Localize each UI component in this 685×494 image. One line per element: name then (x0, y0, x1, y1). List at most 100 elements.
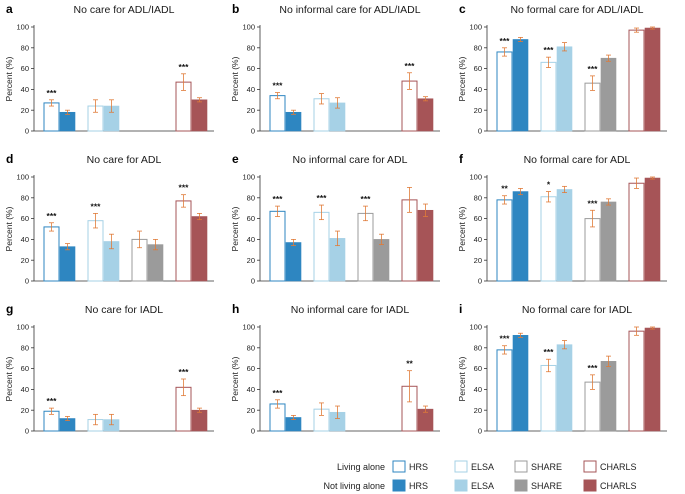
bar-hrs-living-alone (269, 95, 286, 132)
panel-c: c No formal care for ADL/IADL 0 20 40 60 80 100… (457, 2, 667, 136)
y-tick-label: 80 (474, 43, 482, 52)
y-tick-label: 40 (21, 85, 29, 94)
y-tick-label: 80 (21, 193, 29, 202)
legend-item-label: HRS (409, 481, 428, 491)
panel-label: b (232, 2, 239, 16)
bar-hrs-not-living-alone (512, 335, 529, 432)
y-tick-label: 0 (251, 427, 255, 436)
panel-title: No formal care for ADL (524, 154, 631, 166)
y-tick-label: 100 (469, 323, 482, 332)
y-axis-label: Percent (%) (457, 356, 467, 401)
panel-d: d No care for ADL 0 20 40 60 80 100 Percent (%) *… (4, 152, 214, 286)
significance-marker: *** (47, 88, 58, 98)
bar-hrs-living-alone (269, 210, 286, 282)
bar-share-not-living-alone (600, 361, 617, 432)
panel-label: h (232, 302, 239, 316)
significance-marker: *** (361, 194, 372, 204)
bar-hrs-living-alone (43, 102, 60, 132)
panel-f: f No formal care for ADL 0 20 40 60 80 100 Perce… (457, 152, 667, 286)
y-tick-label: 20 (247, 256, 255, 265)
panel-label: a (6, 2, 13, 16)
panel-title: No informal care for ADL (293, 154, 408, 166)
bar-charls-not-living-alone (191, 409, 208, 432)
y-tick-label: 20 (474, 406, 482, 415)
y-axis-label: Percent (%) (4, 56, 14, 101)
bar-elsa-living-alone (540, 61, 557, 132)
y-axis-label: Percent (%) (230, 206, 240, 251)
significance-marker: *** (405, 61, 416, 71)
legend-swatch-elsa (454, 460, 468, 473)
legend-row-label: Living alone (337, 462, 385, 472)
significance-marker: *** (47, 396, 58, 406)
y-tick-label: 100 (16, 323, 29, 332)
significance-marker: *** (179, 62, 190, 72)
legend-item-label: CHARLS (600, 462, 637, 472)
bar-hrs-living-alone (496, 199, 513, 282)
y-tick-label: 40 (21, 235, 29, 244)
legend: Living alone HRS ELSA SHARE CHARLS Not living… (323, 460, 637, 492)
bar-hrs-not-living-alone (512, 191, 529, 282)
bar-charls-not-living-alone (191, 99, 208, 132)
bar-hrs-living-alone (496, 51, 513, 132)
y-tick-label: 100 (16, 23, 29, 32)
bar-elsa-not-living-alone (556, 46, 573, 132)
y-tick-label: 100 (16, 173, 29, 182)
legend-swatch-hrs (392, 479, 406, 492)
legend-item-label: SHARE (531, 462, 562, 472)
legend-item-label: ELSA (471, 462, 494, 472)
y-axis-label: Percent (%) (230, 356, 240, 401)
panel-title: No informal care for IADL (291, 304, 410, 316)
legend-swatch-share (514, 479, 528, 492)
bar-elsa-living-alone (313, 211, 330, 282)
significance-marker: *** (179, 367, 190, 377)
y-tick-label: 40 (474, 385, 482, 394)
panel-title: No formal care for IADL (522, 304, 632, 316)
y-axis-label: Percent (%) (457, 56, 467, 101)
panel-title: No informal care for ADL/IADL (279, 4, 420, 16)
panel-h: h No informal care for IADL 0 20 40 60 80 100 Pe… (230, 302, 440, 436)
bar-charls-not-living-alone (417, 98, 434, 132)
panel-label: g (6, 302, 13, 316)
legend-swatch-share (514, 460, 528, 473)
bar-charls-not-living-alone (644, 27, 661, 132)
legend-item-label: ELSA (471, 481, 494, 491)
significance-marker: *** (500, 334, 511, 344)
bar-share-not-living-alone (600, 201, 617, 282)
bar-charls-not-living-alone (644, 177, 661, 282)
panel-g: g No care for IADL 0 20 40 60 80 100 Percent (%)… (4, 302, 214, 436)
y-tick-label: 40 (247, 385, 255, 394)
y-tick-label: 100 (469, 23, 482, 32)
y-tick-label: 0 (251, 277, 255, 286)
significance-marker: *** (544, 347, 555, 357)
significance-marker: *** (273, 194, 284, 204)
significance-marker: ** (501, 184, 508, 194)
panel-title: No care for IADL (85, 304, 163, 316)
bar-charls-living-alone (628, 182, 645, 282)
y-tick-label: 80 (21, 43, 29, 52)
panel-title: No care for ADL/IADL (74, 4, 175, 16)
bar-elsa-not-living-alone (556, 344, 573, 432)
y-tick-label: 100 (469, 173, 482, 182)
bar-charls-not-living-alone (417, 209, 434, 282)
y-tick-label: 60 (247, 364, 255, 373)
y-tick-label: 80 (247, 193, 255, 202)
significance-marker: *** (273, 81, 284, 91)
bar-charls-living-alone (628, 29, 645, 132)
bar-charls-living-alone (175, 200, 192, 282)
y-tick-label: 80 (474, 193, 482, 202)
significance-marker: *** (179, 183, 190, 193)
y-tick-label: 80 (474, 343, 482, 352)
legend-swatch-charls (583, 479, 597, 492)
bar-elsa-living-alone (540, 364, 557, 432)
y-axis-label: Percent (%) (230, 56, 240, 101)
y-tick-label: 0 (25, 277, 29, 286)
significance-marker: * (547, 180, 551, 190)
y-axis-label: Percent (%) (4, 356, 14, 401)
bar-hrs-living-alone (43, 226, 60, 282)
y-tick-label: 20 (21, 406, 29, 415)
bar-elsa-living-alone (87, 220, 104, 282)
bar-hrs-not-living-alone (285, 111, 302, 132)
y-tick-label: 0 (251, 127, 255, 136)
bar-charls-not-living-alone (191, 216, 208, 282)
